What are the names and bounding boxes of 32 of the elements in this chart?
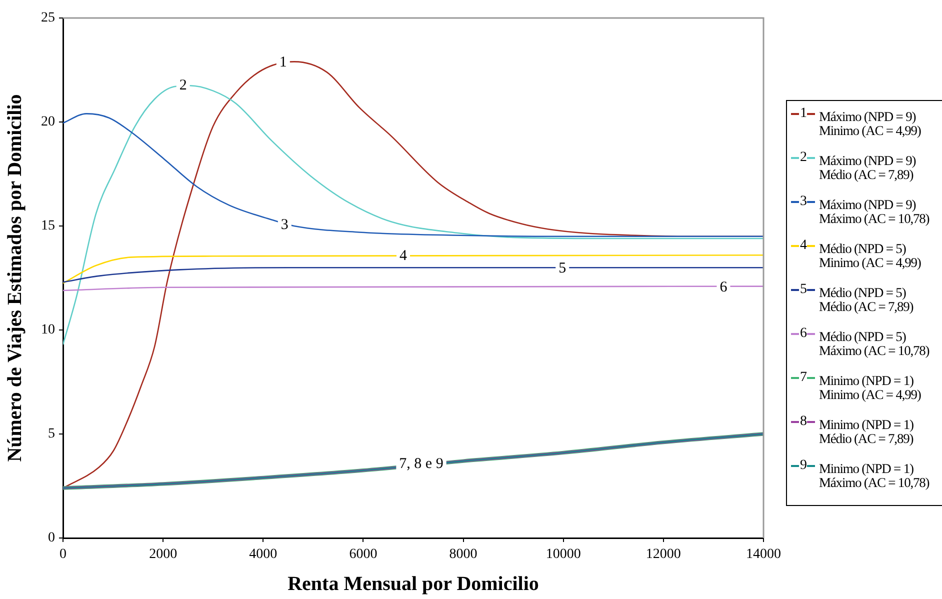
annotation: 1 (279, 54, 287, 71)
legend-label: 8 Minimo (NPD = 1) Médio (AC = 7,89) (799, 414, 914, 446)
legend-label: 6 Médio (NPD = 5) Máximo (AC = 10,78) (799, 326, 930, 358)
legend-label: 3 Máximo (NPD = 9) Máximo (AC = 10,78) (799, 194, 930, 226)
legend-label: 7 Minimo (NPD = 1) Minimo (AC = 4,99) (799, 370, 921, 402)
x-tick-label: 0 (60, 547, 66, 562)
legend-label: 1 Máximo (NPD = 9) Minimo (AC = 4,99) (799, 106, 921, 138)
x-tick-label: 10000 (546, 547, 581, 562)
y-tick-label: 10 (41, 322, 55, 338)
legend-label: 5 Médio (NPD = 5) Médio (AC = 7,89) (799, 282, 914, 314)
y-axis-title: Número de Viajes Estimados por Domicilio (4, 94, 26, 462)
legend-label: 9 Minimo (NPD = 1) Máximo (AC = 10,78) (799, 458, 930, 490)
x-tick-label: 14000 (746, 547, 781, 562)
annotation: 4 (399, 248, 408, 264)
y-tick-label: 20 (41, 114, 55, 130)
x-tick-label: 2000 (149, 547, 178, 562)
annotation: 2 (179, 77, 187, 94)
legend-label: 2 Máximo (NPD = 9) Médio (AC = 7,89) (799, 150, 916, 182)
x-tick-label: 12000 (646, 547, 681, 562)
legend-label: 4 Médio (NPD = 5) Minimo (AC = 4,99) (799, 238, 921, 270)
annotation: 5 (558, 260, 566, 277)
annotation: 7, 8 e 9 (399, 456, 444, 472)
y-tick-label: 5 (48, 426, 55, 442)
y-tick-label: 0 (48, 530, 55, 546)
x-tick-label: 8000 (449, 547, 478, 562)
y-tick-label: 15 (41, 218, 55, 234)
annotation: 3 (280, 216, 288, 233)
annotation: 6 (720, 279, 728, 296)
x-tick-label: 4000 (249, 547, 278, 562)
x-axis-title: Renta Mensual por Domicilio (288, 573, 539, 596)
y-tick-label: 25 (41, 10, 55, 26)
x-tick-label: 6000 (349, 547, 378, 562)
